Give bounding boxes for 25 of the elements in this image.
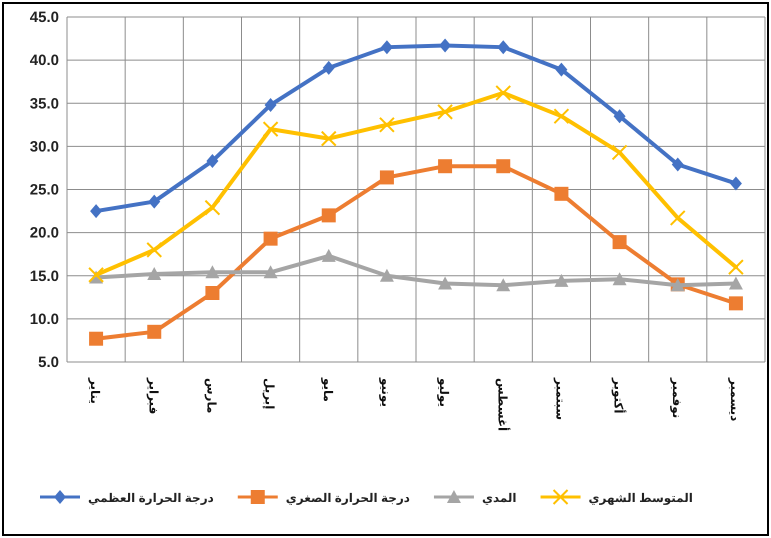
x-tick-label: يوليو — [437, 377, 452, 407]
x-tick-label: مايو — [320, 377, 335, 402]
x-tick-label: فبراير — [146, 377, 160, 414]
y-tick-label: 35.0 — [30, 95, 59, 112]
x-tick-label: أكتوبر — [612, 377, 627, 414]
x-tick-label: مارس — [204, 378, 218, 414]
y-tick-label: 20.0 — [30, 224, 59, 242]
y-tick-label: 25.0 — [30, 182, 59, 198]
x-tick-label: يناير — [88, 377, 102, 404]
y-tick-label: 40.0 — [30, 52, 59, 70]
x-tick-label: نوفمبر — [670, 377, 684, 418]
x-tick-label: أغسطس — [495, 378, 510, 432]
x-tick-label: إبريل — [262, 378, 277, 410]
y-tick-label: 5.0 — [38, 354, 59, 371]
legend-label: درجة الحرارة الصغري — [286, 491, 410, 505]
x-tick-label: يونيو — [378, 377, 393, 407]
legend-label: المدي — [482, 491, 517, 505]
legend-label: درجة الحرارة العظمي — [88, 491, 214, 505]
y-tick-label: 15.0 — [30, 268, 59, 285]
y-tick-label: 10.0 — [30, 310, 59, 328]
legend-label: المتوسط الشهري — [588, 491, 693, 505]
x-tick-label: سبتمبر — [553, 377, 568, 420]
x-tick-label: ديسمبر — [728, 377, 742, 422]
y-tick-label: 30.0 — [30, 138, 59, 156]
y-tick-label: 45.0 — [30, 9, 59, 26]
